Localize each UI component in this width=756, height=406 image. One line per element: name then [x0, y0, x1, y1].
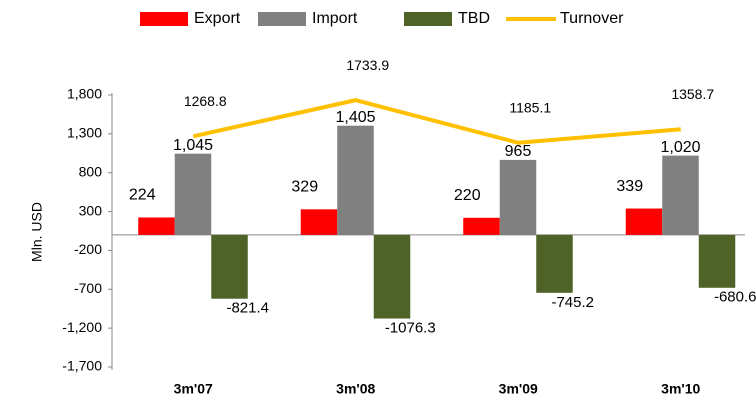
data-label: 1358.7: [671, 86, 714, 102]
legend-label: Turnover: [560, 10, 624, 27]
bar: [463, 217, 500, 235]
legend-label: Import: [312, 10, 358, 27]
x-tick-label: 3m'07: [174, 381, 213, 397]
legend-swatch: [404, 12, 452, 26]
data-label: 339: [616, 178, 643, 195]
x-tick-label: 3m'09: [499, 381, 538, 397]
data-label: 1268.8: [184, 93, 227, 109]
data-label: 329: [291, 179, 318, 196]
legend-swatch: [258, 12, 306, 26]
y-tick-label: -1,200: [62, 319, 102, 335]
legend-label: Export: [194, 10, 241, 27]
x-tick-label: 3m'08: [336, 381, 375, 397]
bar: [625, 208, 663, 235]
y-axis-label: Mln. USD: [29, 202, 45, 262]
bar: [138, 217, 175, 235]
bar: [698, 234, 736, 288]
bar: [373, 234, 411, 319]
x-tick-label: 3m'10: [661, 381, 700, 397]
bar: [300, 209, 338, 235]
y-tick-label: -700: [74, 280, 102, 296]
legend-swatch: [140, 12, 188, 26]
data-label: 1,405: [335, 109, 375, 126]
line: [192, 98, 681, 145]
bar: [662, 155, 699, 235]
data-label: 1,020: [660, 139, 700, 156]
data-label: 1,045: [173, 137, 213, 154]
data-label: -1076.3: [385, 319, 436, 336]
data-label: 224: [129, 187, 156, 204]
data-label: 965: [505, 143, 532, 160]
data-label: 1733.9: [346, 57, 389, 73]
data-label: 220: [454, 187, 481, 204]
bar: [174, 153, 212, 235]
y-tick-label: -1,700: [62, 358, 102, 374]
y-tick-label: 800: [79, 163, 103, 179]
y-tick-label: 300: [79, 202, 103, 218]
data-label: -680.6: [714, 289, 756, 306]
bar: [536, 234, 573, 293]
data-label: -821.4: [226, 300, 269, 317]
y-tick-label: 1,800: [67, 86, 102, 102]
y-tick-label: 1,300: [67, 125, 102, 141]
bar: [337, 125, 374, 235]
y-tick-label: -200: [74, 241, 102, 257]
data-label: 1185.1: [509, 99, 551, 115]
bar: [211, 234, 248, 299]
data-label: -745.2: [551, 294, 594, 311]
bar: [499, 159, 537, 235]
legend-label: TBD: [458, 10, 490, 27]
